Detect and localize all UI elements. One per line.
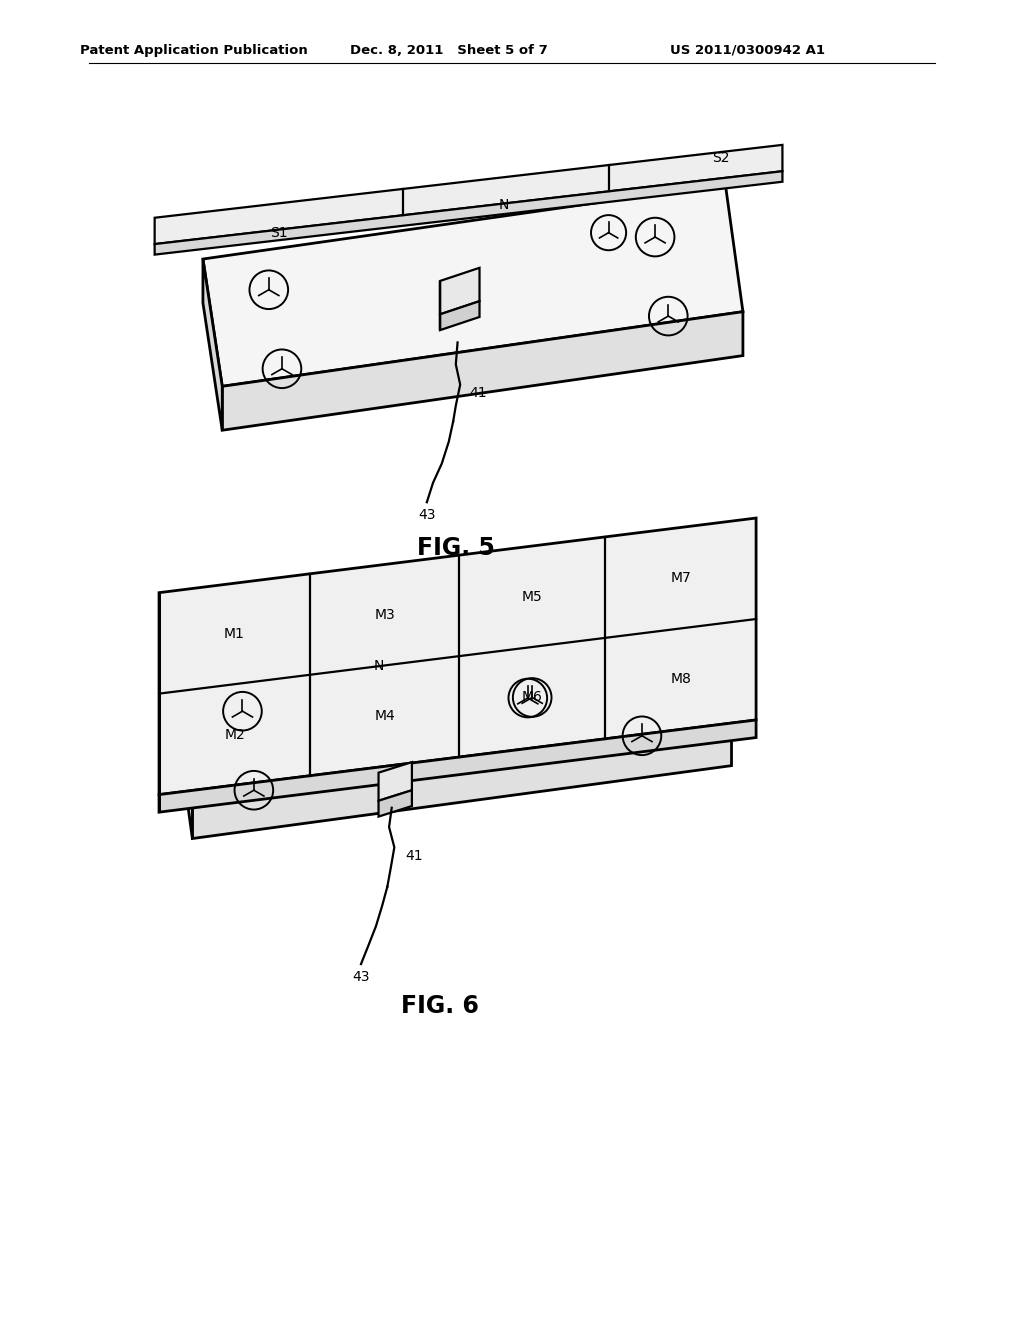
Text: M1: M1 — [224, 627, 245, 640]
Polygon shape — [440, 268, 479, 314]
Polygon shape — [175, 594, 731, 795]
Text: 41: 41 — [469, 387, 486, 400]
Polygon shape — [155, 172, 782, 255]
Polygon shape — [203, 185, 743, 387]
Polygon shape — [440, 301, 479, 330]
Text: 43: 43 — [418, 507, 435, 521]
Text: FIG. 6: FIG. 6 — [401, 994, 479, 1018]
Polygon shape — [193, 722, 731, 838]
Text: M4: M4 — [375, 709, 395, 723]
Polygon shape — [159, 517, 756, 795]
Text: M6: M6 — [522, 690, 543, 705]
Text: M2: M2 — [224, 727, 245, 742]
Text: N: N — [374, 659, 384, 673]
Text: M8: M8 — [670, 672, 691, 686]
Text: Patent Application Publication: Patent Application Publication — [80, 44, 308, 57]
Text: 43: 43 — [352, 970, 370, 985]
Polygon shape — [379, 791, 412, 817]
Text: Dec. 8, 2011   Sheet 5 of 7: Dec. 8, 2011 Sheet 5 of 7 — [350, 44, 548, 57]
Polygon shape — [159, 719, 756, 812]
Polygon shape — [379, 762, 412, 801]
Text: S1: S1 — [269, 226, 288, 240]
Text: M3: M3 — [375, 609, 395, 622]
Text: S2: S2 — [713, 150, 730, 165]
Text: M7: M7 — [670, 572, 691, 585]
Polygon shape — [222, 312, 743, 430]
Polygon shape — [155, 145, 782, 244]
Text: FIG. 5: FIG. 5 — [417, 536, 495, 560]
Text: M5: M5 — [522, 590, 543, 603]
Text: N: N — [499, 198, 509, 211]
Text: 41: 41 — [404, 849, 423, 863]
Polygon shape — [203, 259, 222, 430]
Text: US 2011/0300942 A1: US 2011/0300942 A1 — [670, 44, 824, 57]
Polygon shape — [175, 668, 193, 838]
